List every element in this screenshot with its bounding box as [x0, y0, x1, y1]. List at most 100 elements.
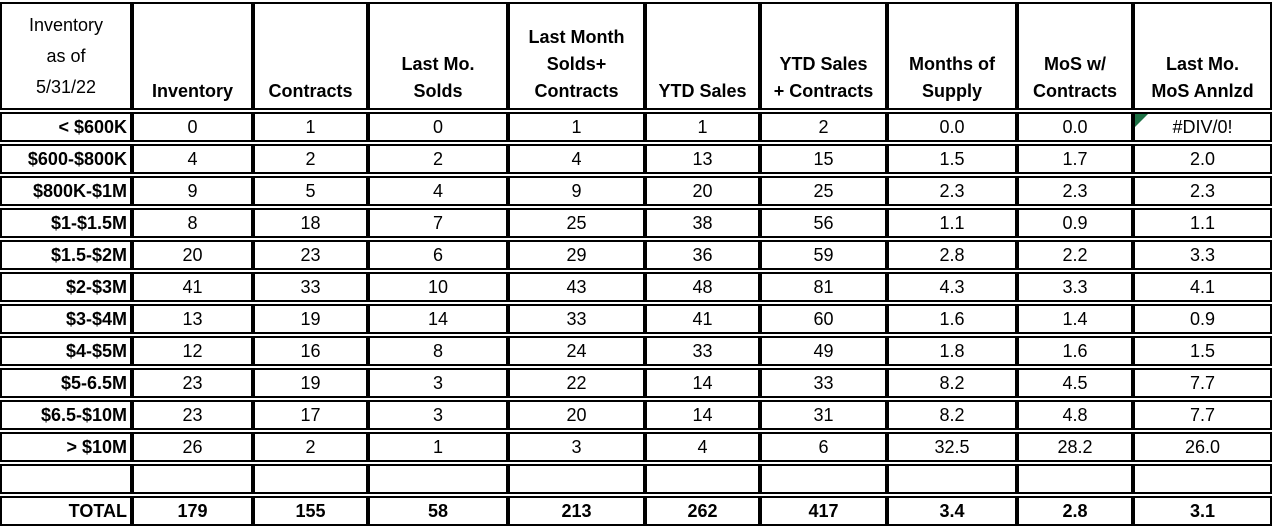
value-cell: 0	[132, 112, 253, 142]
value-cell: 8	[132, 208, 253, 238]
value-cell: 2.0	[1133, 144, 1272, 174]
value-cell: 19	[253, 368, 368, 398]
value-cell: 1.1	[887, 208, 1017, 238]
value-cell: 20	[645, 176, 760, 206]
value-cell: 36	[645, 240, 760, 270]
value-cell: 0	[368, 112, 508, 142]
value-cell: 60	[760, 304, 887, 334]
value-cell: 16	[253, 336, 368, 366]
value-cell: 4.3	[887, 272, 1017, 302]
value-cell: 2	[368, 144, 508, 174]
total-value-cell: 3.1	[1133, 496, 1272, 526]
value-cell: 48	[645, 272, 760, 302]
row-label: $5-6.5M	[0, 368, 132, 398]
spacer-cell	[0, 464, 132, 494]
total-value-cell: 262	[645, 496, 760, 526]
value-cell: 0.9	[1017, 208, 1133, 238]
value-cell: 4.5	[1017, 368, 1133, 398]
value-cell: 28.2	[1017, 432, 1133, 462]
value-cell: 41	[645, 304, 760, 334]
value-cell: 13	[645, 144, 760, 174]
value-cell: 8.2	[887, 400, 1017, 430]
value-cell: 2	[253, 144, 368, 174]
value-cell: 9	[132, 176, 253, 206]
value-cell: 4	[645, 432, 760, 462]
value-cell: 1.6	[887, 304, 1017, 334]
value-cell: 13	[132, 304, 253, 334]
value-cell: 41	[132, 272, 253, 302]
column-header: YTD Sales + Contracts	[760, 2, 887, 110]
value-cell: 29	[508, 240, 645, 270]
value-cell: 2.3	[1133, 176, 1272, 206]
total-value-cell: 2.8	[1017, 496, 1133, 526]
value-cell: 23	[253, 240, 368, 270]
column-header: MoS w/ Contracts	[1017, 2, 1133, 110]
row-label: $600-$800K	[0, 144, 132, 174]
total-row-label: TOTAL	[0, 496, 132, 526]
total-value-cell: 155	[253, 496, 368, 526]
value-cell: 3.3	[1133, 240, 1272, 270]
value-cell: 3	[368, 400, 508, 430]
value-cell: 12	[132, 336, 253, 366]
value-cell: 15	[760, 144, 887, 174]
spacer-cell	[887, 464, 1017, 494]
spacer-row	[0, 464, 1272, 494]
column-header: Contracts	[253, 2, 368, 110]
value-cell: 4.1	[1133, 272, 1272, 302]
value-cell: 4	[508, 144, 645, 174]
value-cell: 10	[368, 272, 508, 302]
spacer-cell	[368, 464, 508, 494]
value-cell: 49	[760, 336, 887, 366]
value-cell: 7	[368, 208, 508, 238]
value-cell: 38	[645, 208, 760, 238]
total-row: TOTAL 179 155 58 213 262 417 3.4 2.8 3.1	[0, 496, 1272, 526]
value-cell: 1.8	[887, 336, 1017, 366]
value-cell: 0.9	[1133, 304, 1272, 334]
value-cell: 0.0	[887, 112, 1017, 142]
value-cell: 8.2	[887, 368, 1017, 398]
value-cell: 3	[508, 432, 645, 462]
total-value-cell: 417	[760, 496, 887, 526]
value-cell: 14	[368, 304, 508, 334]
value-cell: 14	[645, 400, 760, 430]
value-cell: 3.3	[1017, 272, 1133, 302]
value-cell: 2.8	[887, 240, 1017, 270]
value-cell: 4.8	[1017, 400, 1133, 430]
value-cell: 1.5	[887, 144, 1017, 174]
value-cell: 32.5	[887, 432, 1017, 462]
value-cell: 1.6	[1017, 336, 1133, 366]
value-cell: 23	[132, 400, 253, 430]
value-cell: 2.3	[1017, 176, 1133, 206]
value-cell: 26	[132, 432, 253, 462]
value-cell: 1.5	[1133, 336, 1272, 366]
total-value-cell: 3.4	[887, 496, 1017, 526]
error-value: #DIV/0!	[1172, 116, 1233, 137]
value-cell: 20	[132, 240, 253, 270]
value-cell: 33	[508, 304, 645, 334]
row-label: $2-$3M	[0, 272, 132, 302]
column-header: Last Mo. Solds	[368, 2, 508, 110]
value-cell: 6	[760, 432, 887, 462]
value-cell: #DIV/0!	[1133, 112, 1272, 142]
value-cell: 1.7	[1017, 144, 1133, 174]
table-row: $2-$3M 41 33 10 43 48 81 4.3 3.3 4.1	[0, 272, 1272, 302]
table-row: $1.5-$2M 20 23 6 29 36 59 2.8 2.2 3.3	[0, 240, 1272, 270]
value-cell: 1	[508, 112, 645, 142]
row-label: $6.5-$10M	[0, 400, 132, 430]
value-cell: 56	[760, 208, 887, 238]
value-cell: 1	[253, 112, 368, 142]
value-cell: 5	[253, 176, 368, 206]
spacer-cell	[253, 464, 368, 494]
value-cell: 24	[508, 336, 645, 366]
value-cell: 1.1	[1133, 208, 1272, 238]
table-row: < $600K 0 1 0 1 1 2 0.0 0.0 #DIV/0!	[0, 112, 1272, 142]
value-cell: 18	[253, 208, 368, 238]
spacer-cell	[508, 464, 645, 494]
value-cell: 26.0	[1133, 432, 1272, 462]
value-cell: 2	[253, 432, 368, 462]
table-row: > $10M 26 2 1 3 4 6 32.5 28.2 26.0	[0, 432, 1272, 462]
value-cell: 20	[508, 400, 645, 430]
column-header: Last Month Solds+ Contracts	[508, 2, 645, 110]
value-cell: 2.2	[1017, 240, 1133, 270]
